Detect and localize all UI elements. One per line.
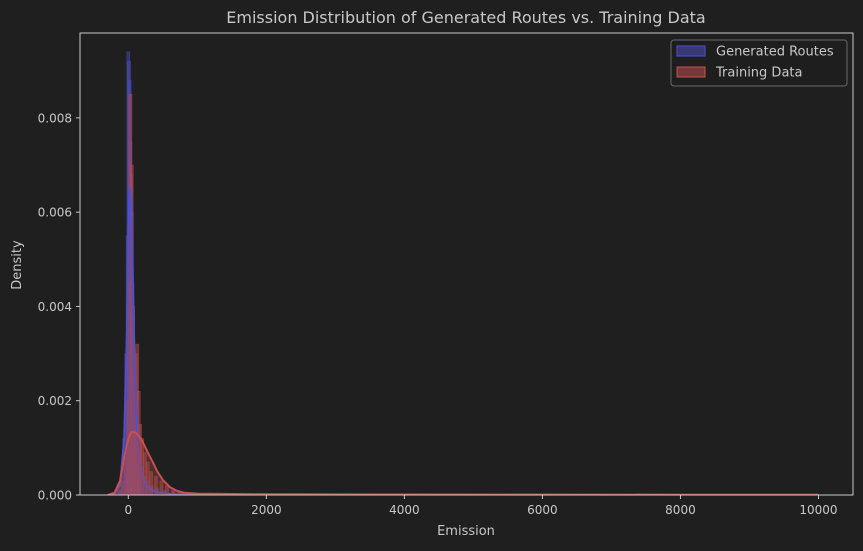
legend: Generated Routes Training Data	[670, 39, 848, 87]
histogram-bar	[154, 475, 158, 495]
legend-swatch	[676, 45, 706, 57]
x-tick-label: 2000	[251, 503, 282, 517]
legend-box	[670, 39, 848, 87]
x-axis-label: Emission	[437, 524, 495, 539]
y-tick-label: 0.002	[38, 394, 72, 408]
legend-label: Training Data	[715, 66, 802, 81]
plot-content	[107, 51, 819, 495]
kde-area	[107, 188, 819, 495]
histogram-bar	[145, 461, 150, 495]
x-tick-label: 4000	[389, 503, 420, 517]
kde-area	[107, 431, 819, 495]
axes-frame	[79, 32, 854, 496]
y-tick-label: 0.006	[38, 206, 72, 220]
legend-swatch	[676, 66, 706, 78]
axes: 0 2000 4000 6000 8000 10000 0.000 0.002 0.004 0.0…	[38, 32, 854, 517]
histogram-bar	[171, 490, 176, 495]
x-tick-label: 6000	[527, 503, 558, 517]
y-tick-label: 0.004	[38, 300, 72, 314]
y-tick-label: 0.000	[38, 489, 72, 503]
legend-label: Generated Routes	[716, 45, 834, 60]
y-tick-label: 0.008	[38, 111, 72, 125]
chart-title: Emission Distribution of Generated Route…	[226, 8, 705, 27]
x-tick-label: 0	[124, 503, 132, 517]
plot-area	[107, 51, 819, 495]
x-tick-label: 8000	[665, 503, 696, 517]
kde-line	[107, 188, 819, 495]
y-axis-label: Density	[10, 240, 25, 290]
x-tick-label: 10000	[799, 503, 837, 517]
kde-line	[107, 430, 819, 495]
